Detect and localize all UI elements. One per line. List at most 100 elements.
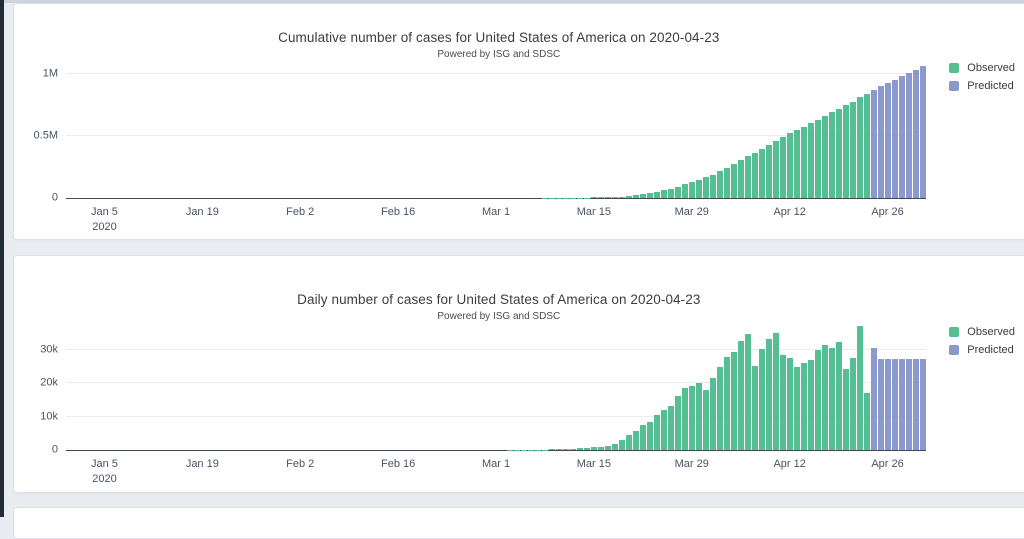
daily-legend: Observed Predicted [949,326,1015,356]
observed-bar [647,193,653,198]
observed-bar [780,137,786,198]
observed-bar [857,97,863,198]
observed-bar [612,197,618,198]
observed-bar [801,127,807,198]
observed-bar [619,197,625,198]
observed-bar [584,448,590,450]
daily-chart-subtitle: Powered by ISG and SDSC [14,311,984,322]
observed-bar [787,133,793,198]
daily-chart-title: Daily number of cases for United States … [14,292,984,307]
observed-bar [640,425,646,450]
observed-bar [542,450,548,451]
legend-item-predicted[interactable]: Predicted [949,80,1015,92]
observed-bar [654,192,660,198]
observed-bar [577,448,583,450]
observed-bar [549,449,555,450]
observed-bar [822,345,828,450]
observed-bar [731,352,737,450]
observed-bar [773,141,779,198]
observed-bar [689,182,695,198]
x-tick-label: Mar 1 [482,457,510,472]
x-tick-label: Feb 2 [286,457,314,472]
observed-bar [724,357,730,450]
x-tick-label: Feb 16 [381,457,415,472]
observed-swatch-icon [949,327,959,337]
legend-predicted-label: Predicted [967,80,1013,92]
observed-bar [696,180,702,198]
observed-bar [766,339,772,450]
predicted-bar [899,76,905,198]
observed-bar [703,390,709,450]
y-tick-label: 30k [16,345,58,356]
predicted-bar [920,66,926,198]
observed-bar [654,415,660,450]
x-tick-label: Apr 26 [871,205,903,220]
legend-item-observed[interactable]: Observed [949,62,1015,74]
observed-bar [738,341,744,450]
predicted-bar [871,348,877,450]
observed-bar [626,196,632,198]
legend-item-predicted[interactable]: Predicted [949,344,1015,356]
x-tick-label: Apr 12 [773,205,805,220]
y-tick-label: 0 [16,445,58,456]
predicted-bar [920,359,926,450]
daily-chart-card: Daily number of cases for United States … [13,255,1024,493]
x-tick-label: Mar 29 [675,205,709,220]
observed-bar [710,175,716,198]
cumulative-chart-subtitle: Powered by ISG and SDSC [14,49,984,60]
y-tick-label: 0.5M [16,131,58,142]
observed-bar [745,334,751,450]
predicted-swatch-icon [949,345,959,355]
bars-area [66,326,926,450]
next-chart-card-partial [13,507,1024,539]
cumulative-legend: Observed Predicted [949,62,1015,92]
left-edge-strip [0,0,4,517]
observed-bar [843,105,849,198]
cumulative-chart-title: Cumulative number of cases for United St… [14,30,984,45]
observed-bar [717,367,723,450]
observed-bar [626,435,632,450]
observed-bar [556,449,562,450]
y-tick-label: 0 [16,193,58,204]
observed-bar [675,187,681,198]
observed-bar [829,112,835,198]
y-tick-label: 1M [16,69,58,80]
cumulative-chart-card: Cumulative number of cases for United St… [13,3,1024,240]
observed-swatch-icon [949,63,959,73]
legend-observed-label: Observed [967,326,1015,338]
observed-bar [591,447,597,450]
predicted-bar [892,80,898,198]
observed-bar [570,449,576,451]
observed-bar [647,422,653,450]
observed-bar [773,333,779,450]
observed-bar [682,388,688,450]
observed-bar [598,447,604,450]
observed-bar [640,194,646,198]
observed-bar [710,378,716,450]
observed-bar [661,410,667,450]
predicted-bar [913,359,919,450]
observed-bar [612,444,618,450]
observed-bar [633,431,639,450]
observed-bar [864,393,870,450]
observed-bar [815,120,821,198]
observed-bar [808,360,814,450]
observed-bar [675,396,681,450]
observed-bar [857,326,863,450]
observed-bar [682,184,688,198]
y-tick-label: 20k [16,378,58,389]
observed-bar [563,449,569,450]
predicted-bar [913,70,919,198]
observed-bar [752,153,758,198]
predicted-bar [878,86,884,198]
observed-bar [591,197,597,198]
legend-item-observed[interactable]: Observed [949,326,1015,338]
predicted-swatch-icon [949,81,959,91]
observed-bar [794,367,800,450]
x-tick-label: Jan 19 [186,457,219,472]
predicted-bar [885,359,891,450]
predicted-bar [892,359,898,450]
